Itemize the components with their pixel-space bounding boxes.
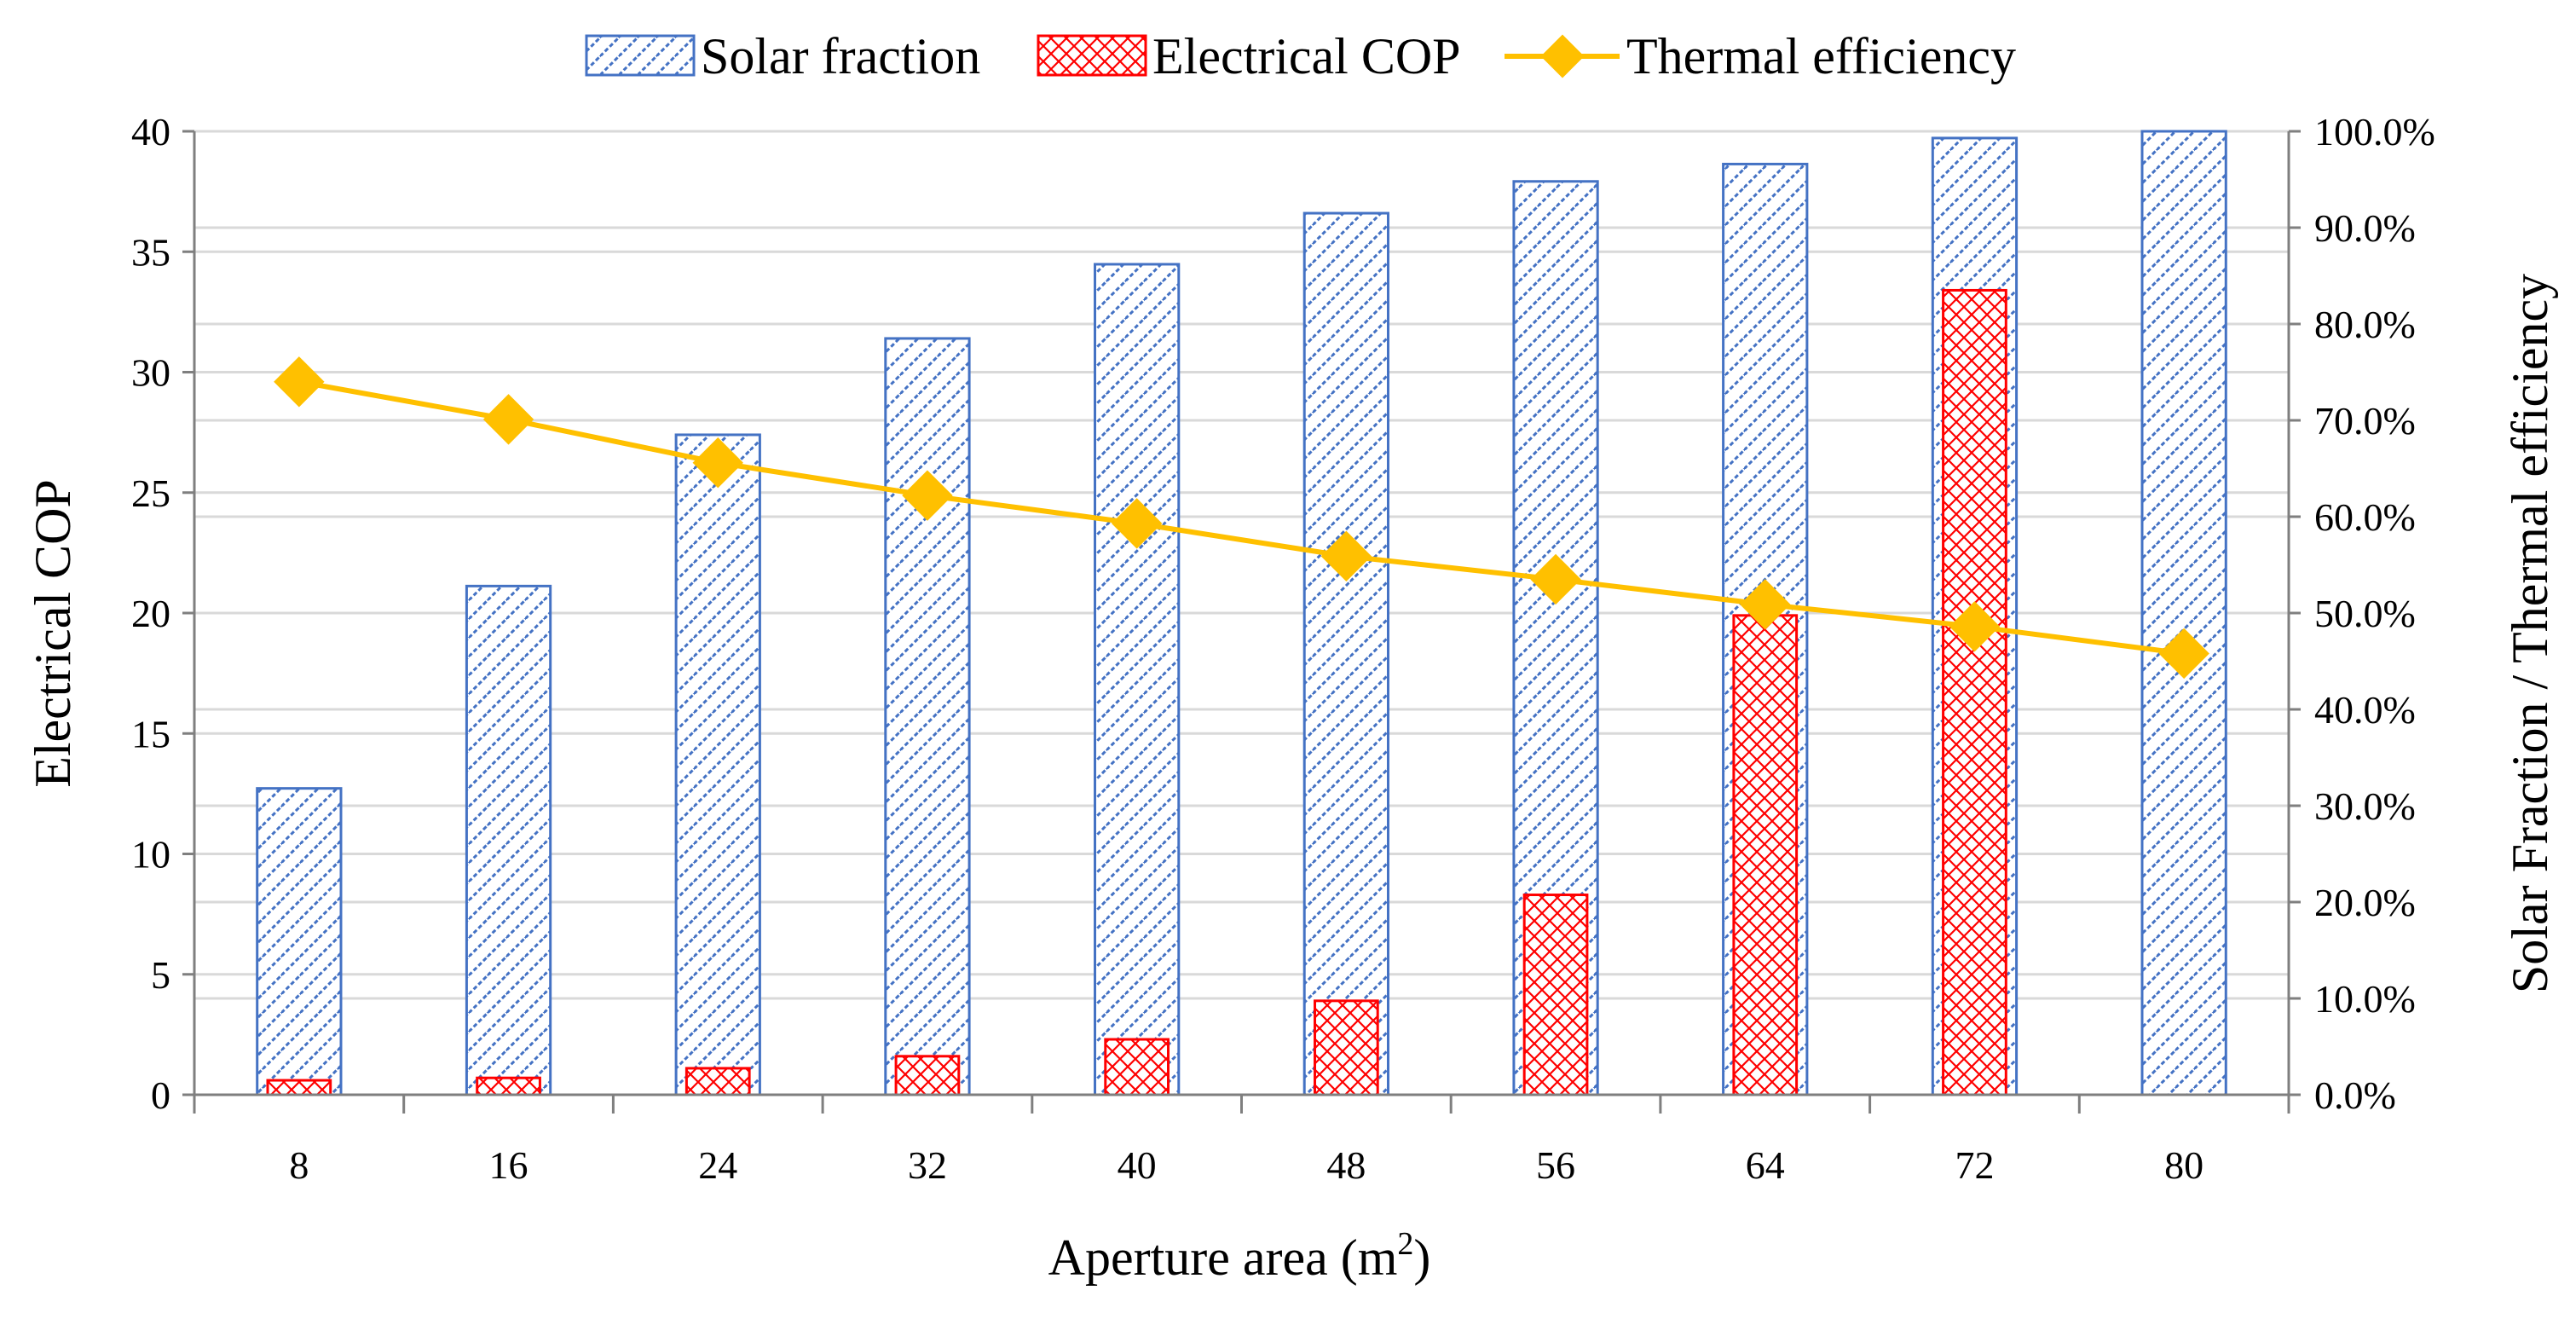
bar-solar-fraction [465,584,552,1096]
legend-label-thermal-efficiency: Thermal efficiency [1626,28,2016,84]
legend-item-solar-fraction[interactable]: Solar fraction [585,28,980,84]
bar-solar-fraction [884,337,971,1096]
bar-electrical-cop [1942,288,2007,1096]
bar-solar-fraction [1302,211,1389,1096]
thermal-efficiency-point [1111,498,1163,549]
x-axis-tick-label: 40 [1118,1143,1157,1187]
y-axis-right-tick-label: 60.0% [2314,495,2416,539]
bar-solar-fraction [256,787,343,1096]
bar-solar-fraction [2140,130,2227,1096]
x-axis-title-sup: 2 [1397,1226,1413,1262]
legend-marker-thermal-efficiency [1540,34,1585,78]
thermal-efficiency-point [1530,553,1581,605]
y-axis-right-tick-label: 90.0% [2314,206,2416,250]
x-axis-tick-label: 24 [698,1143,737,1187]
thermal-efficiency-point [1740,579,1791,630]
axes [182,130,2301,1114]
thermal-efficiency-point [2158,628,2209,680]
x-axis-title-close: ) [1413,1229,1430,1286]
legend: Solar fraction Electrical COP Thermal ef… [585,28,2016,84]
thermal-efficiency-point [274,356,325,408]
y-axis-right-tick-label: 0.0% [2314,1073,2396,1117]
bar-solar-fraction [674,433,761,1096]
x-axis-tick-label: 16 [489,1143,528,1187]
thermal-efficiency-point [1320,530,1372,582]
bar-electrical-cop [894,1055,961,1096]
y-axis-left-tick-label: 40 [131,110,170,153]
y-axis-left-tick-label: 5 [151,953,170,997]
tick-labels: 0 5 10 15 20 25 30 35 40 0.0% 10.0% 20.0% 30.0% 40.0%… [131,110,2435,1187]
bar-electrical-cop [1104,1038,1170,1096]
y-axis-left-tick-label: 20 [131,592,170,635]
legend-label-electrical-cop: Electrical COP [1152,28,1461,84]
thermal-efficiency-polyline [298,379,2185,657]
bar-solar-fraction [1094,263,1181,1096]
y-axis-right-title: Solar Fraction / Thermal efficiency [2502,274,2558,993]
x-axis-tick-label: 8 [289,1143,309,1187]
x-axis-tick-label: 56 [1536,1143,1575,1187]
x-axis-title: Aperture area (m2) [1048,1226,1431,1286]
thermal-efficiency-point [692,437,743,489]
legend-swatch-electrical-cop [1037,34,1147,77]
x-axis-tick-label: 48 [1326,1143,1366,1187]
x-axis-tick-label: 72 [1955,1143,1994,1187]
legend-swatch-solar-fraction [585,34,696,77]
y-axis-left-tick-label: 10 [131,833,170,876]
x-axis-tick-label: 64 [1746,1143,1785,1187]
y-axis-left-title: Electrical COP [25,479,81,788]
x-axis-tick-label: 80 [2164,1143,2203,1187]
thermal-efficiency-point [482,394,534,445]
y-axis-right-tick-label: 70.0% [2314,399,2416,443]
legend-label-solar-fraction: Solar fraction [701,28,980,84]
bar-electrical-cop [1522,894,1589,1096]
bar-electrical-cop [1732,614,1799,1096]
y-axis-left-tick-label: 25 [131,471,170,515]
y-axis-left-tick-label: 15 [131,712,170,755]
y-axis-right-tick-label: 30.0% [2314,784,2416,828]
thermal-efficiency-line [274,356,2209,680]
thermal-efficiency-point [1949,601,2001,652]
y-axis-left-tick-label: 35 [131,230,170,274]
bar-electrical-cop [1313,999,1379,1096]
y-axis-right-tick-label: 80.0% [2314,303,2416,346]
y-axis-right-tick-label: 40.0% [2314,688,2416,732]
y-axis-right-tick-label: 20.0% [2314,881,2416,924]
y-axis-left-tick-label: 30 [131,351,170,395]
thermal-efficiency-point [902,470,953,521]
legend-item-electrical-cop[interactable]: Electrical COP [1037,28,1461,84]
bar-electrical-cop [476,1076,541,1096]
y-axis-right-tick-label: 100.0% [2314,110,2435,153]
y-axis-left-tick-label: 0 [151,1073,170,1117]
bar-electrical-cop [266,1079,332,1096]
bar-electrical-cop [684,1067,751,1096]
x-axis-tick-label: 32 [908,1143,947,1187]
bars [256,130,2227,1096]
y-axis-right-tick-label: 10.0% [2314,977,2416,1021]
legend-item-thermal-efficiency[interactable]: Thermal efficiency [1505,28,2016,84]
x-axis-title-base: Aperture area (m [1048,1229,1398,1286]
y-axis-right-tick-label: 50.0% [2314,592,2416,635]
